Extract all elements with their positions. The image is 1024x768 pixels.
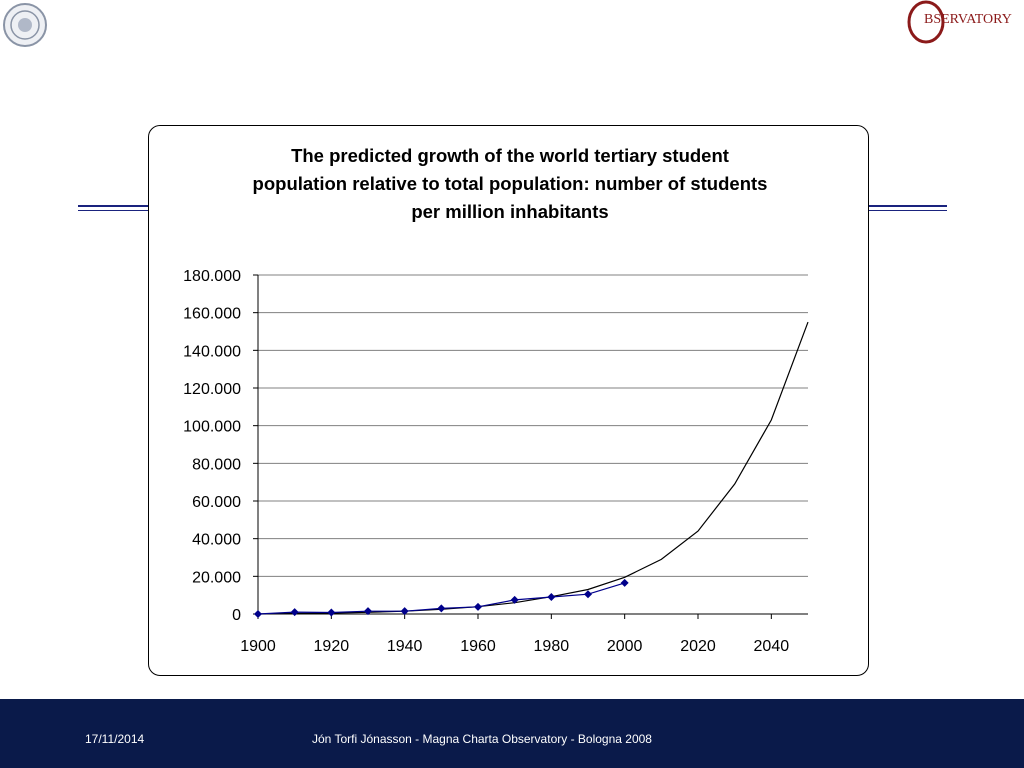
- observatory-logo-icon: [907, 0, 945, 44]
- x-tick-label: 1940: [387, 638, 423, 655]
- data-point: [620, 578, 629, 587]
- footer-bar: [0, 699, 1024, 768]
- data-point: [584, 590, 592, 599]
- data-point: [474, 602, 482, 611]
- title-rule-right-thin: [869, 210, 947, 211]
- x-tick-label: 1960: [460, 638, 496, 655]
- y-tick-label: 40.000: [192, 532, 241, 549]
- y-tick-label: 180.000: [183, 268, 241, 285]
- data-point: [327, 608, 336, 617]
- observatory-logo: BSERVATORY: [904, 0, 1012, 44]
- footer-date: 17/11/2014: [85, 732, 145, 746]
- footer-credit: Jón Torfi Jónasson - Magna Charta Observ…: [312, 732, 652, 746]
- chart-title-line-3: per million inhabitants: [411, 201, 609, 222]
- x-tick-label: 2040: [754, 638, 790, 655]
- chart-title-line-2: population relative to total population:…: [252, 173, 768, 194]
- title-rule-left-thin: [78, 210, 148, 211]
- y-tick-label: 120.000: [183, 381, 241, 398]
- data-point: [290, 608, 299, 617]
- y-tick-label: 140.000: [183, 343, 241, 360]
- y-tick-label: 20.000: [192, 569, 241, 586]
- title-rule-left: [78, 205, 148, 207]
- x-tick-label: 1920: [314, 638, 350, 655]
- data-point: [437, 604, 446, 613]
- y-tick-label: 100.000: [183, 419, 241, 436]
- trend-series-line: [257, 321, 809, 615]
- y-tick-label: 60.000: [192, 494, 241, 511]
- title-rule-right: [869, 205, 947, 207]
- y-tick-label: 160.000: [183, 306, 241, 323]
- university-seal-icon: [3, 3, 47, 47]
- data-point: [510, 595, 519, 604]
- y-tick-label: 80.000: [192, 456, 241, 473]
- x-tick-label: 2000: [607, 638, 643, 655]
- x-tick-label: 1980: [534, 638, 570, 655]
- chart-title-line-1: The predicted growth of the world tertia…: [291, 145, 729, 166]
- data-point: [254, 610, 262, 618]
- x-tick-label: 1900: [240, 638, 276, 655]
- x-tick-label: 2020: [680, 638, 716, 655]
- logo-text: BSERVATORY: [924, 12, 1012, 27]
- y-tick-label: 0: [232, 607, 241, 624]
- data-point: [400, 607, 409, 616]
- chart-title: The predicted growth of the world tertia…: [220, 142, 800, 226]
- chart-card: [148, 125, 869, 676]
- data-point: [547, 593, 556, 602]
- data-point: [364, 607, 372, 616]
